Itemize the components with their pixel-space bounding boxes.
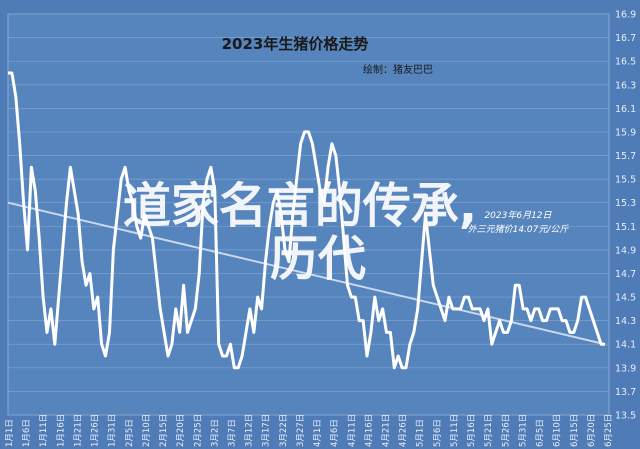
y-axis-ticks: 13.5 13.7 13.9 14.1 14.3 14.5 14.7 14.9 15.1 15.3…	[615, 10, 636, 422]
x-tick-label: 5月11日	[450, 414, 460, 447]
y-tick-label: 13.5	[615, 411, 636, 422]
y-tick-label: 14.3	[615, 316, 636, 327]
x-tick-label: 5月26日	[501, 414, 511, 447]
x-tick-label: 1月11日	[39, 414, 49, 447]
x-tick-label: 2月25日	[193, 414, 203, 447]
y-tick-label: 13.7	[615, 387, 636, 398]
x-tick-label: 1月6日	[22, 419, 32, 447]
x-tick-label: 2月10日	[142, 414, 152, 447]
x-tick-label: 3月2日	[210, 419, 220, 447]
x-tick-label: 4月11日	[347, 414, 357, 447]
x-tick-label: 2月5日	[125, 419, 135, 447]
y-tick-label: 14.1	[615, 340, 636, 351]
annotation-price: 外三元猪价14.07元/公斤	[468, 224, 570, 235]
y-tick-label: 15.3	[615, 198, 636, 209]
chart-subtitle: 绘制：猪友巴巴	[363, 63, 433, 76]
x-tick-label: 4月16日	[364, 414, 374, 447]
y-tick-label: 16.9	[615, 10, 636, 21]
series-line	[8, 71, 605, 370]
x-tick-label: 3月17日	[262, 414, 272, 447]
watermark-line-1: 道家名言的传承,	[123, 178, 477, 234]
x-tick-label: 6月5日	[536, 419, 546, 447]
annotation-date: 2023年6月12日	[484, 210, 552, 221]
x-tick-label: 5月31日	[518, 414, 528, 447]
x-tick-label: 1月16日	[56, 414, 66, 447]
x-tick-label: 6月20日	[587, 414, 597, 447]
x-tick-label: 4月26日	[399, 414, 409, 447]
y-tick-label: 14.5	[615, 293, 636, 304]
x-axis-ticks: 1月1日 1月6日 1月11日 1月16日 1月21日 1月26日 1月31日 2月5日 2月1…	[5, 414, 614, 447]
y-tick-label: 14.7	[615, 269, 636, 280]
y-tick-label: 16.3	[615, 80, 636, 91]
watermark-line-2: 历代	[270, 231, 366, 287]
y-tick-label: 16.1	[615, 104, 636, 115]
x-tick-label: 6月10日	[553, 414, 563, 447]
y-tick-label: 13.9	[615, 363, 636, 374]
x-tick-label: 1月21日	[73, 414, 83, 447]
x-tick-label: 2月15日	[159, 414, 169, 447]
y-tick-label: 15.7	[615, 151, 636, 162]
x-tick-label: 1月1日	[5, 419, 15, 447]
x-tick-label: 3月22日	[279, 414, 289, 447]
x-tick-label: 5月21日	[484, 414, 494, 447]
chart-title: 2023年生猪价格走势	[222, 35, 369, 53]
x-tick-label: 3月27日	[296, 414, 306, 447]
x-tick-label: 3月12日	[245, 414, 255, 447]
x-tick-label: 5月16日	[467, 414, 477, 447]
x-tick-label: 5月1日	[416, 419, 426, 447]
x-tick-label: 2月20日	[176, 414, 186, 447]
x-tick-label: 6月15日	[570, 414, 580, 447]
y-tick-label: 15.1	[615, 222, 636, 233]
x-tick-label: 6月25日	[604, 414, 614, 447]
x-tick-label: 4月21日	[382, 414, 392, 447]
y-tick-label: 16.7	[615, 33, 636, 44]
trend-line	[7, 201, 606, 346]
x-tick-label: 1月31日	[108, 414, 118, 447]
y-tick-label: 16.5	[615, 57, 636, 68]
y-tick-label: 14.9	[615, 245, 636, 256]
x-tick-label: 5月6日	[433, 419, 443, 447]
x-tick-label: 4月6日	[330, 419, 340, 447]
x-tick-label: 4月1日	[313, 419, 323, 447]
x-tick-label: 3月7日	[227, 419, 237, 447]
y-tick-label: 15.5	[615, 175, 636, 186]
y-tick-label: 15.9	[615, 127, 636, 138]
x-tick-label: 1月26日	[91, 414, 101, 447]
